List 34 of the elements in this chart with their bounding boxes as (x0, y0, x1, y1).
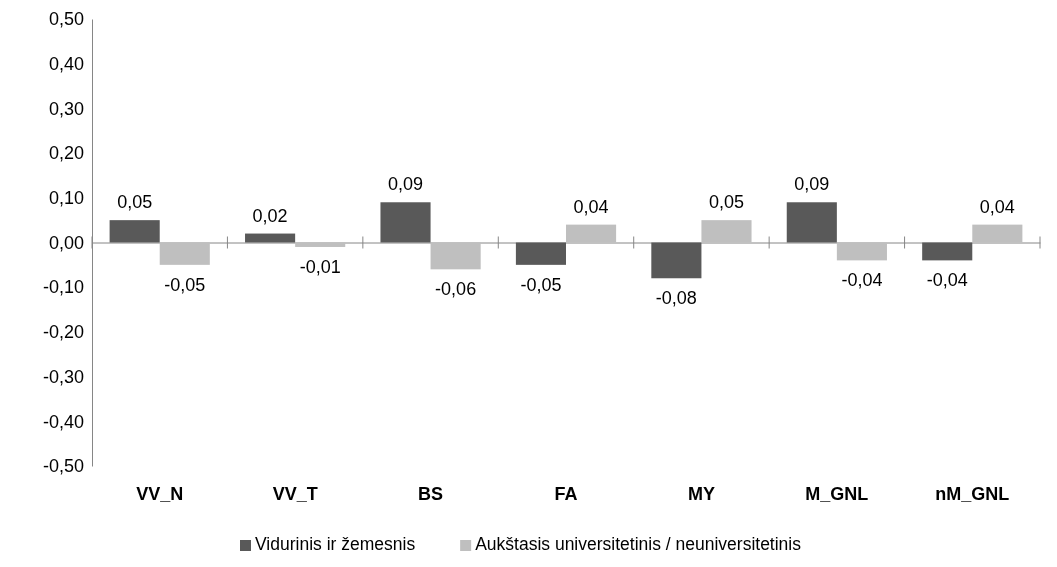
y-tick-label: -0,40 (42, 411, 84, 432)
y-tick-label: -0,30 (42, 366, 84, 387)
x-tick-label: VV_T (272, 484, 318, 504)
data-label: -0,04 (926, 270, 968, 291)
legend-label: Aukštasis universitetinis / neuniversitetinis (475, 534, 802, 554)
data-label: -0,05 (520, 274, 562, 295)
data-label: 0,04 (979, 196, 1015, 217)
data-label: -0,05 (164, 274, 206, 295)
data-label: 0,05 (117, 192, 153, 213)
x-tick-label: BS (418, 484, 444, 504)
y-tick-label: 0,30 (48, 98, 84, 119)
y-tick-label: -0,20 (42, 322, 84, 343)
legend-label: Vidurinis ir žemesnis (255, 534, 416, 554)
y-tick-label: 0,50 (48, 9, 84, 30)
data-label: 0,02 (252, 205, 288, 226)
data-label: 0,09 (794, 174, 830, 195)
data-label: -0,06 (435, 279, 477, 300)
data-label: -0,01 (299, 256, 341, 277)
x-tick-label: FA (554, 484, 578, 504)
data-label: 0,05 (708, 192, 745, 213)
y-tick-label: 0,20 (48, 143, 84, 164)
y-tick-label: 0,40 (48, 53, 84, 74)
y-tick-label: 0,00 (48, 232, 84, 253)
x-tick-label: nM_GNL (935, 484, 1010, 504)
y-tick-label: -0,10 (42, 277, 84, 298)
x-tick-label: M_GNL (805, 484, 869, 504)
y-tick-label: 0,10 (48, 188, 84, 209)
data-label: -0,04 (841, 270, 883, 291)
data-label: -0,08 (655, 288, 697, 309)
data-label: 0,09 (387, 174, 424, 195)
x-tick-label: VV_N (136, 484, 184, 504)
data-label: 0,04 (573, 196, 609, 217)
x-tick-label: MY (687, 484, 715, 504)
y-tick-label: -0,50 (42, 456, 84, 477)
